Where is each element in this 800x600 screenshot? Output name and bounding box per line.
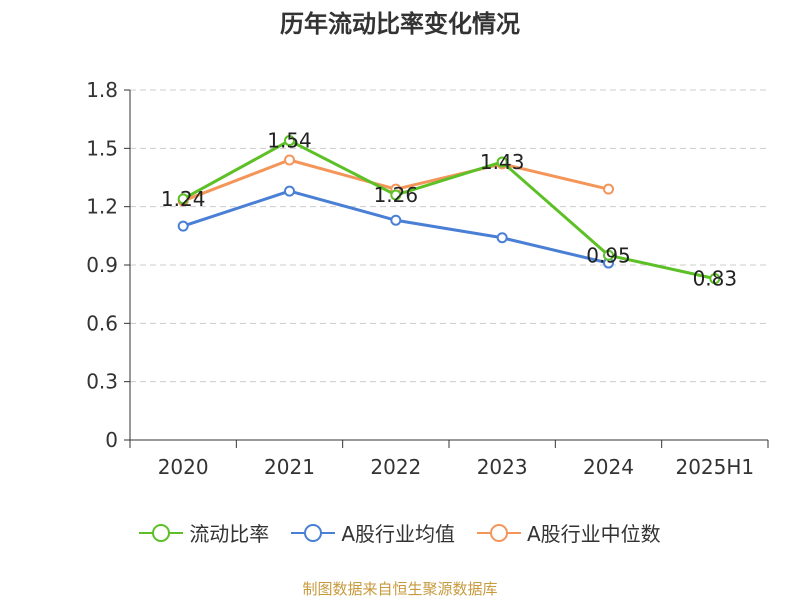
legend-circle (304, 523, 323, 542)
x-tick-label: 2021 (264, 455, 315, 479)
x-tick-label: 2025H1 (675, 455, 754, 479)
x-tick-label: 2022 (370, 455, 421, 479)
data-point (177, 220, 189, 232)
legend-item-industry-median[interactable]: A股行业中位数 (477, 518, 661, 547)
legend-label-industry-median: A股行业中位数 (527, 522, 661, 546)
chart-title: 历年流动比率变化情况 (280, 10, 520, 38)
data-label: 1.54 (267, 129, 312, 153)
data-point (496, 232, 508, 244)
legend-circle (490, 523, 508, 542)
legend-marker-industry-mean (291, 523, 336, 542)
data-point (496, 156, 508, 168)
data-label: 0.95 (586, 243, 631, 267)
line-chart: 0 0.3 0.6 0.9 1.2 1.5 1.8 2020 2021 2022 2023 2024 2… (86, 78, 769, 479)
y-tick-label: 1.2 (86, 195, 118, 219)
data-point (390, 214, 402, 226)
data-point (390, 189, 402, 201)
data-point (284, 185, 295, 197)
y-tick-label: 1.8 (86, 78, 118, 102)
y-tick-label: 0 (105, 428, 118, 452)
x-tick-label: 2024 (583, 455, 634, 479)
data-source-note: 制图数据来自恒生聚源数据库 (302, 580, 498, 598)
y-tick-label: 1.5 (86, 136, 118, 160)
legend-marker-current-ratio (139, 523, 184, 542)
legend-item-industry-mean[interactable]: A股行业均值 (291, 518, 455, 547)
x-tick-label: 2023 (477, 455, 528, 479)
y-tick-label: 0.6 (86, 311, 118, 335)
x-tick-label: 2020 (158, 455, 209, 479)
legend-label-industry-mean: A股行业均值 (341, 522, 455, 546)
legend-item-current-ratio[interactable]: 流动比率 (139, 518, 269, 547)
y-tick-label: 0.3 (86, 370, 118, 394)
data-point (603, 183, 614, 195)
data-point (603, 249, 614, 261)
data-point (284, 154, 295, 166)
legend: 流动比率 A股行业均值 A股行业中位数 (0, 518, 800, 547)
data-label: 1.24 (161, 187, 206, 211)
data-label: 0.83 (693, 267, 738, 291)
data-point (284, 135, 295, 147)
legend-marker-industry-median (477, 523, 521, 542)
data-point (709, 273, 721, 285)
legend-circle (152, 523, 171, 542)
data-label: 1.43 (480, 150, 525, 174)
y-tick-label: 0.9 (86, 253, 118, 277)
series-line (182, 138, 716, 281)
legend-label-current-ratio: 流动比率 (189, 522, 270, 546)
data-point (177, 193, 189, 205)
data-label: 1.26 (374, 183, 419, 207)
